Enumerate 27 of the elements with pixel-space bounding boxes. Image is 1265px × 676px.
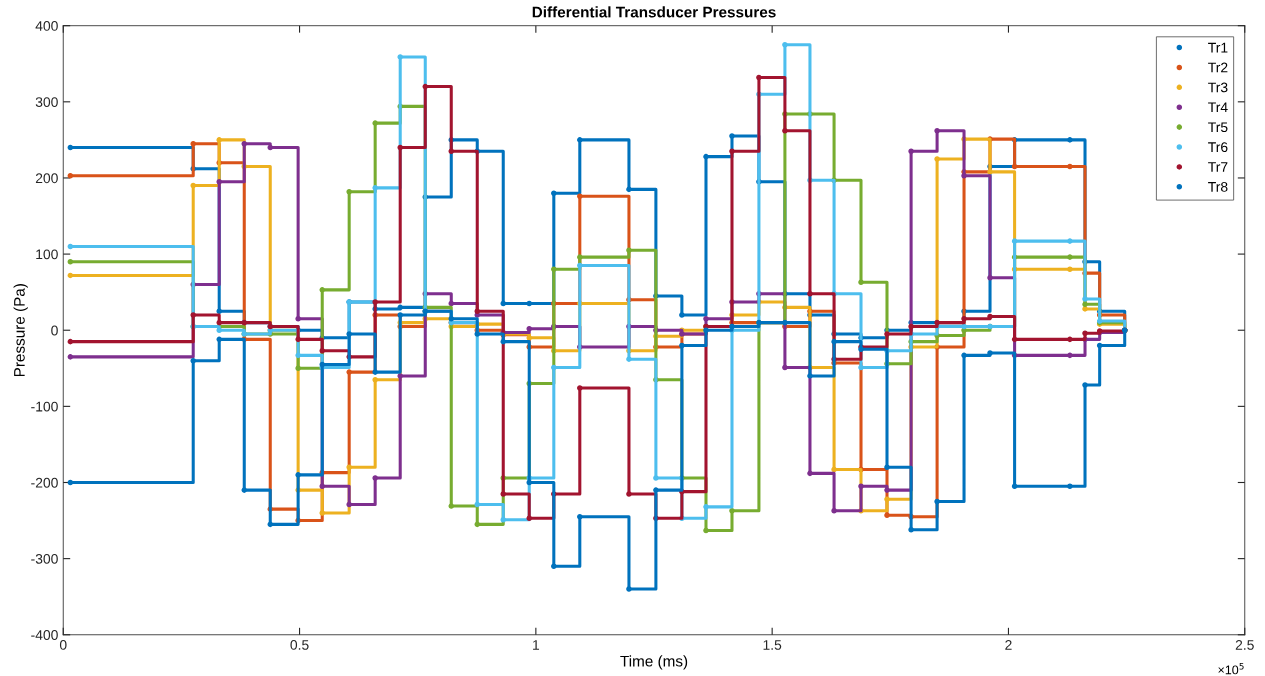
y-tick-label: 100: [36, 249, 58, 260]
legend-label: Tr8: [1208, 181, 1228, 192]
legend-label: Tr5: [1208, 122, 1228, 133]
y-axis-title: Pressure (Pa): [13, 284, 28, 377]
y-tick-label: -300: [31, 553, 58, 564]
y-tick-label: 400: [35, 21, 58, 31]
legend-label: Tr1: [1208, 42, 1228, 53]
y-tick-label: 200: [35, 173, 58, 184]
x-tick-label: 1.5: [763, 640, 782, 650]
x-tick-label: 2: [1005, 639, 1012, 650]
y-tick-label: -200: [31, 477, 58, 488]
text: ×10$^{5}$: [1218, 663, 1244, 675]
x-axis-title: Time (ms): [620, 655, 688, 670]
y-tick-label: -400: [31, 630, 58, 640]
y-tick-label: 300: [35, 97, 58, 107]
x-tick-label: 0.5: [290, 639, 309, 650]
legend-label: Tr3: [1208, 82, 1228, 93]
legend-label: Tr4: [1208, 102, 1228, 113]
legend-label: Tr2: [1208, 62, 1228, 73]
x-tick-label: 2.5: [1235, 639, 1254, 650]
y-tick-label: 0: [51, 325, 58, 336]
legend-label: Tr6: [1208, 142, 1228, 153]
x-tick-label: 0: [59, 639, 67, 650]
x-tick-label: 1: [533, 640, 540, 650]
legend-label: Tr7: [1208, 162, 1228, 172]
chart-title: Differential Transducer Pressures: [532, 6, 776, 18]
y-tick-label: -100: [31, 401, 58, 412]
